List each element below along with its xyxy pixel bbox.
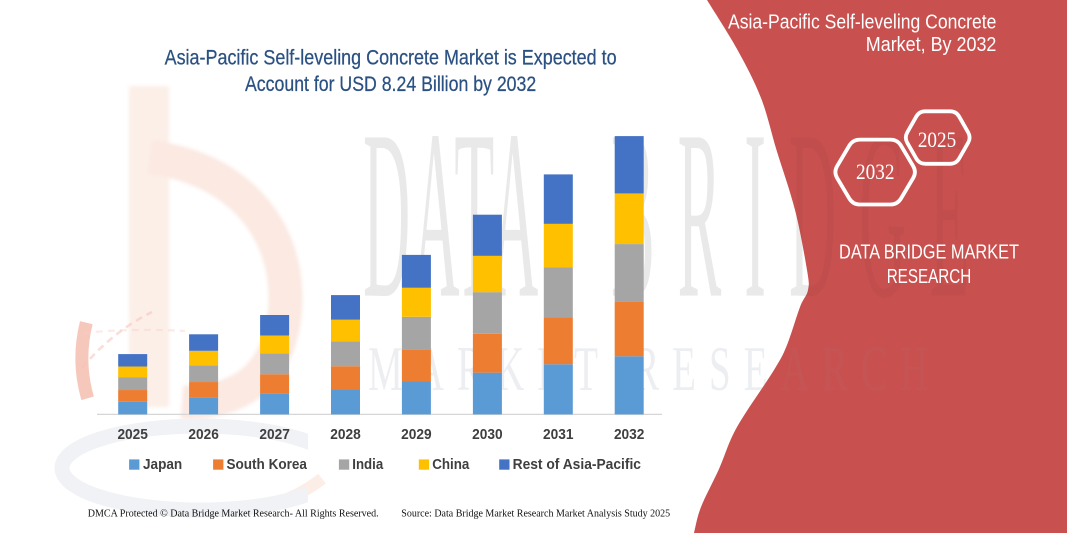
svg-text:2031: 2031 bbox=[543, 427, 574, 443]
svg-text:DATA BRIDGE MARKET: DATA BRIDGE MARKET bbox=[839, 240, 1019, 263]
svg-text:2032: 2032 bbox=[856, 159, 895, 184]
svg-text:Source: Data Bridge Market Res: Source: Data Bridge Market Research Mark… bbox=[401, 508, 670, 519]
svg-text:China: China bbox=[432, 457, 470, 473]
svg-text:Japan: Japan bbox=[143, 457, 182, 473]
svg-text:2025: 2025 bbox=[918, 127, 956, 152]
svg-text:Account for USD 8.24 Billion b: Account for USD 8.24 Billion by 2032 bbox=[245, 73, 536, 96]
svg-text:2032: 2032 bbox=[614, 427, 645, 443]
svg-text:Rest of Asia-Pacific: Rest of Asia-Pacific bbox=[513, 457, 641, 473]
svg-text:Asia-Pacific Self-leveling Con: Asia-Pacific Self-leveling Concrete bbox=[728, 11, 996, 34]
svg-text:2025: 2025 bbox=[117, 427, 148, 443]
svg-text:Asia-Pacific Self-leveling Con: Asia-Pacific Self-leveling Concrete Mark… bbox=[165, 46, 617, 69]
svg-text:Market, By 2032: Market, By 2032 bbox=[866, 33, 997, 56]
svg-text:2028: 2028 bbox=[330, 427, 361, 443]
svg-text:2026: 2026 bbox=[188, 427, 219, 443]
svg-text:DMCA Protected © Data Bridge M: DMCA Protected © Data Bridge Market Rese… bbox=[88, 508, 379, 519]
svg-text:2030: 2030 bbox=[472, 427, 503, 443]
svg-text:2029: 2029 bbox=[401, 427, 432, 443]
svg-text:South Korea: South Korea bbox=[227, 457, 308, 473]
svg-text:RESEARCH: RESEARCH bbox=[887, 265, 972, 288]
svg-text:2027: 2027 bbox=[259, 427, 290, 443]
svg-text:India: India bbox=[352, 457, 384, 473]
